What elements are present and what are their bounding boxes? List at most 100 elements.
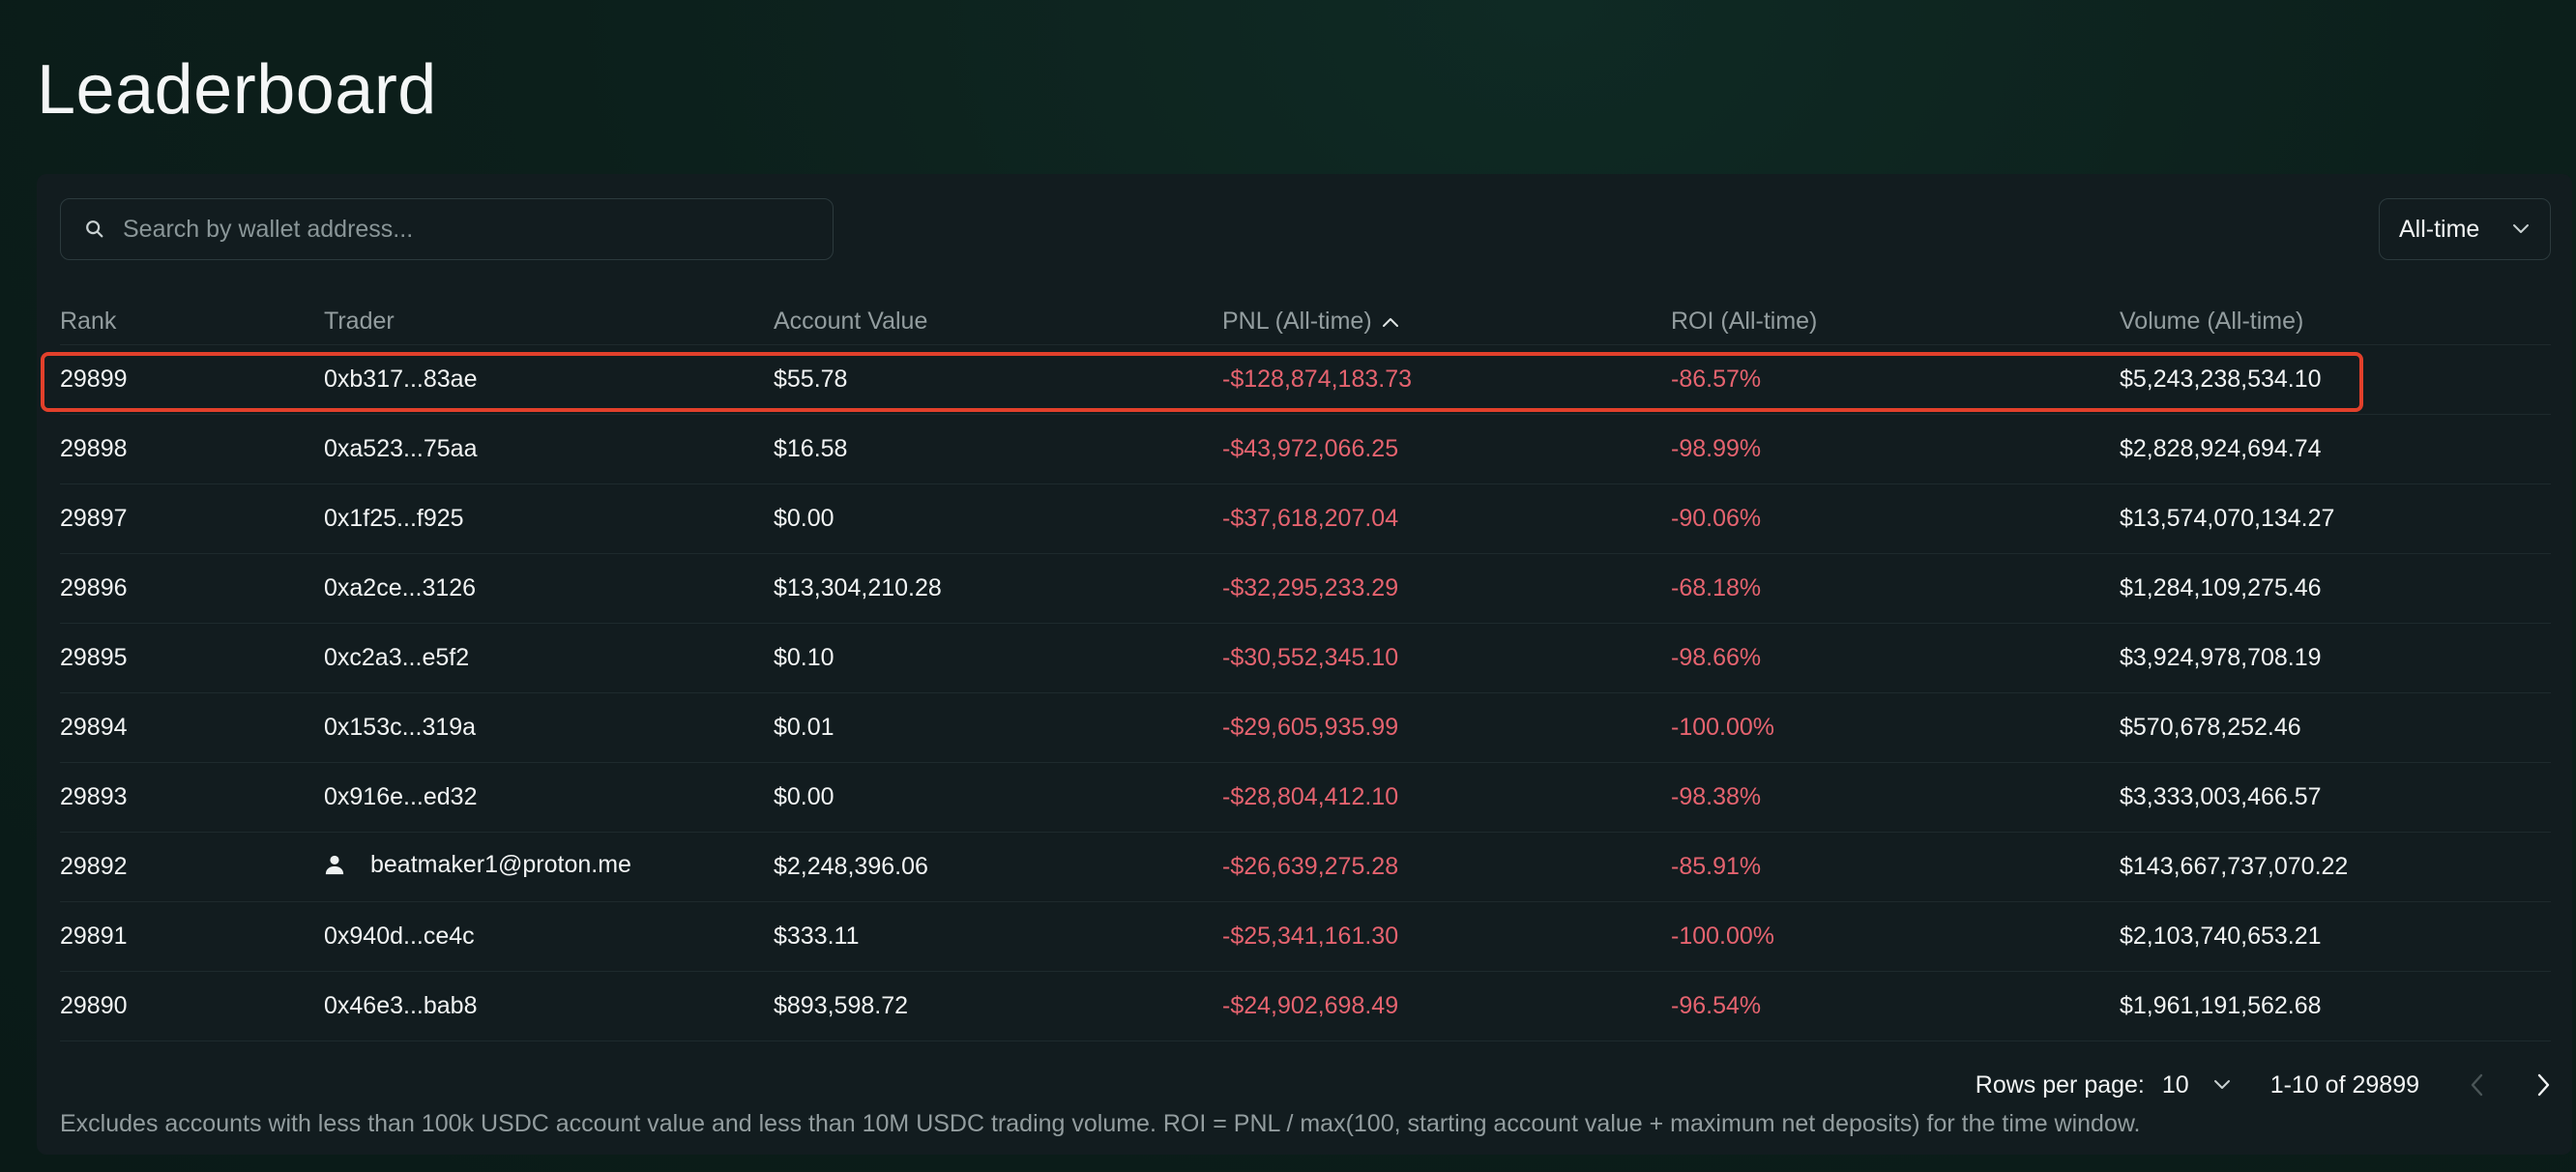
roi-cell: -96.54% xyxy=(1671,970,2120,1041)
rank-cell: 29890 xyxy=(60,970,324,1041)
volume-cell: $143,667,737,070.22 xyxy=(2120,831,2551,901)
table-row[interactable]: 29892 beatmaker1@proton.me $2,248,396.06… xyxy=(60,831,2551,901)
volume-cell: $5,243,238,534.10 xyxy=(2120,343,2551,414)
table-row[interactable]: 29899 0xb317...83ae $55.78 -$128,874,183… xyxy=(60,343,2551,414)
pnl-cell: -$26,639,275.28 xyxy=(1222,831,1671,901)
table-row[interactable]: 29897 0x1f25...f925 $0.00 -$37,618,207.0… xyxy=(60,483,2551,553)
table-row[interactable]: 29890 0x46e3...bab8 $893,598.72 -$24,902… xyxy=(60,970,2551,1041)
roi-cell: -85.91% xyxy=(1671,831,2120,901)
account-value-cell: $893,598.72 xyxy=(774,970,1222,1041)
volume-cell: $3,924,978,708.19 xyxy=(2120,622,2551,692)
account-value-cell: $0.10 xyxy=(774,622,1222,692)
rows-per-page-select[interactable]: 10 xyxy=(2162,1071,2232,1099)
roi-cell: -98.38% xyxy=(1671,761,2120,832)
trader-cell[interactable]: 0x940d...ce4c xyxy=(324,900,774,971)
pnl-cell: -$32,295,233.29 xyxy=(1222,552,1671,623)
column-header-roi[interactable]: ROI (All-time) xyxy=(1671,308,1818,335)
account-value-cell: $0.01 xyxy=(774,691,1222,762)
account-value-cell: $2,248,396.06 xyxy=(774,831,1222,901)
volume-cell: $1,284,109,275.46 xyxy=(2120,552,2551,623)
trader-cell[interactable]: 0x153c...319a xyxy=(324,691,774,762)
chevron-left-icon xyxy=(2471,1073,2483,1097)
account-value-cell: $0.00 xyxy=(774,761,1222,832)
sort-ascending-icon xyxy=(1382,318,1398,328)
volume-cell: $3,333,003,466.57 xyxy=(2120,761,2551,832)
column-header-trader[interactable]: Trader xyxy=(324,308,395,335)
roi-cell: -90.06% xyxy=(1671,483,2120,553)
previous-page-button[interactable] xyxy=(2458,1066,2497,1104)
rank-cell: 29899 xyxy=(60,343,324,414)
pnl-cell: -$29,605,935.99 xyxy=(1222,691,1671,762)
rank-cell: 29896 xyxy=(60,552,324,623)
leaderboard-table: Rank Trader Account Value PNL (All-time)… xyxy=(60,308,2551,1041)
page-title: Leaderboard xyxy=(37,51,437,129)
pagination: Rows per page: 10 1-10 of 29899 xyxy=(1976,1066,2572,1104)
page-range-text: 1-10 of 29899 xyxy=(2269,1070,2419,1099)
volume-cell: $2,828,924,694.74 xyxy=(2120,413,2551,483)
account-value-cell: $13,304,210.28 xyxy=(774,552,1222,623)
pnl-cell: -$43,972,066.25 xyxy=(1222,413,1671,483)
pnl-cell: -$128,874,183.73 xyxy=(1222,343,1671,414)
rank-cell: 29898 xyxy=(60,413,324,483)
volume-cell: $1,961,191,562.68 xyxy=(2120,970,2551,1041)
table-row[interactable]: 29891 0x940d...ce4c $333.11 -$25,341,161… xyxy=(60,900,2551,971)
table-header-row: Rank Trader Account Value PNL (All-time)… xyxy=(60,308,2551,344)
account-value-cell: $333.11 xyxy=(774,900,1222,971)
table-row[interactable]: 29896 0xa2ce...3126 $13,304,210.28 -$32,… xyxy=(60,552,2551,623)
trader-cell[interactable]: beatmaker1@proton.me xyxy=(324,831,774,901)
chevron-down-icon xyxy=(2513,224,2529,233)
column-header-pnl[interactable]: PNL (All-time) xyxy=(1222,308,1671,344)
roi-cell: -100.00% xyxy=(1671,691,2120,762)
time-range-value: All-time xyxy=(2399,215,2480,243)
table-row[interactable]: 29894 0x153c...319a $0.01 -$29,605,935.9… xyxy=(60,691,2551,762)
roi-cell: -100.00% xyxy=(1671,900,2120,971)
trader-cell[interactable]: 0xb317...83ae xyxy=(324,343,774,414)
pnl-cell: -$30,552,345.10 xyxy=(1222,622,1671,692)
volume-cell: $570,678,252.46 xyxy=(2120,691,2551,762)
roi-cell: -86.57% xyxy=(1671,343,2120,414)
volume-cell: $13,574,070,134.27 xyxy=(2120,483,2551,553)
rows-per-page-value: 10 xyxy=(2161,1070,2189,1099)
pnl-cell: -$37,618,207.04 xyxy=(1222,483,1671,553)
footnote: Excludes accounts with less than 100k US… xyxy=(60,1110,2141,1137)
rank-cell: 29894 xyxy=(60,691,324,762)
rank-cell: 29892 xyxy=(60,831,324,901)
trader-cell[interactable]: 0xa2ce...3126 xyxy=(324,552,774,623)
account-value-cell: $55.78 xyxy=(774,343,1222,414)
leaderboard-panel: All-time Rank Trader Account Value PNL (… xyxy=(37,174,2572,1155)
trader-cell[interactable]: 0xa523...75aa xyxy=(324,413,774,483)
user-icon xyxy=(325,856,344,875)
table-row[interactable]: 29895 0xc2a3...e5f2 $0.10 -$30,552,345.1… xyxy=(60,622,2551,692)
trader-cell[interactable]: 0x916e...ed32 xyxy=(324,761,774,832)
pnl-cell: -$25,341,161.30 xyxy=(1222,900,1671,971)
rank-cell: 29891 xyxy=(60,900,324,971)
column-header-volume[interactable]: Volume (All-time) xyxy=(2120,308,2304,335)
roi-cell: -98.99% xyxy=(1671,413,2120,483)
pnl-cell: -$28,804,412.10 xyxy=(1222,761,1671,832)
next-page-button[interactable] xyxy=(2524,1066,2562,1104)
rank-cell: 29893 xyxy=(60,761,324,832)
rows-per-page-label: Rows per page: xyxy=(1975,1070,2145,1099)
rank-cell: 29897 xyxy=(60,483,324,553)
time-range-select[interactable]: All-time xyxy=(2379,198,2551,260)
column-header-rank[interactable]: Rank xyxy=(60,308,117,335)
column-header-account-value[interactable]: Account Value xyxy=(774,308,928,335)
volume-cell: $2,103,740,653.21 xyxy=(2120,900,2551,971)
trader-cell[interactable]: 0xc2a3...e5f2 xyxy=(324,622,774,692)
trader-cell[interactable]: 0x1f25...f925 xyxy=(324,483,774,553)
trader-named-link[interactable]: beatmaker1@proton.me xyxy=(324,851,631,879)
search-input[interactable] xyxy=(123,215,800,244)
chevron-right-icon xyxy=(2537,1073,2550,1097)
table-row[interactable]: 29893 0x916e...ed32 $0.00 -$28,804,412.1… xyxy=(60,761,2551,832)
account-value-cell: $16.58 xyxy=(774,413,1222,483)
column-header-pnl-label: PNL (All-time) xyxy=(1222,308,1372,335)
rank-cell: 29895 xyxy=(60,622,324,692)
table-row[interactable]: 29898 0xa523...75aa $16.58 -$43,972,066.… xyxy=(60,413,2551,483)
trader-cell[interactable]: 0x46e3...bab8 xyxy=(324,970,774,1041)
roi-cell: -98.66% xyxy=(1671,622,2120,692)
search-box[interactable] xyxy=(60,198,834,260)
roi-cell: -68.18% xyxy=(1671,552,2120,623)
chevron-down-icon xyxy=(2213,1080,2230,1089)
search-icon xyxy=(86,220,103,238)
account-value-cell: $0.00 xyxy=(774,483,1222,553)
